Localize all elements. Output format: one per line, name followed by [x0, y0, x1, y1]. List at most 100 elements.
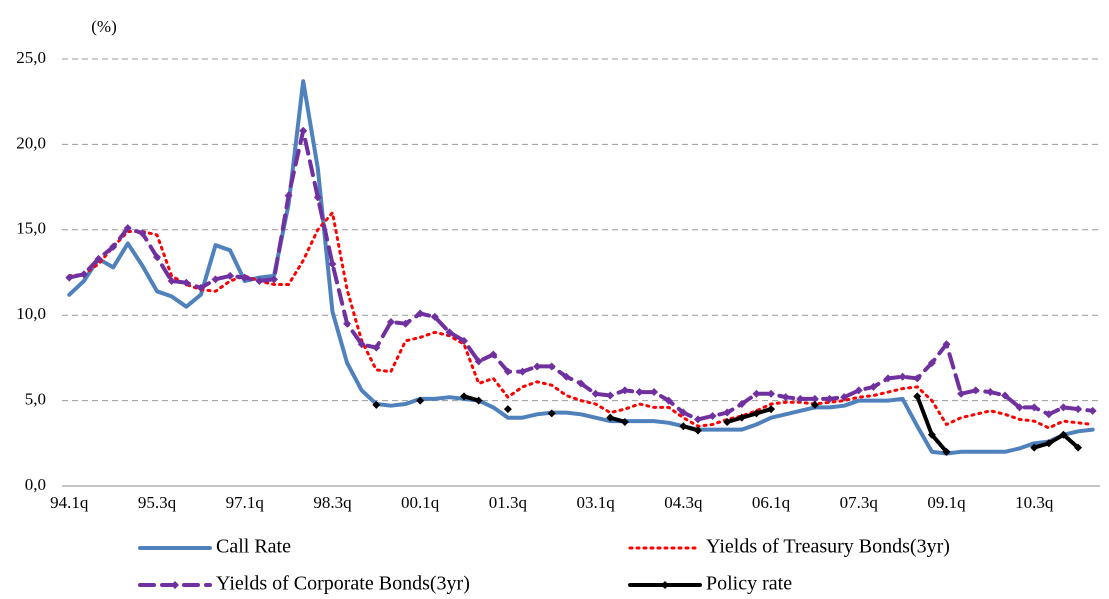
point-marker: [343, 319, 352, 328]
point-marker: [693, 426, 702, 435]
legend-marker: [661, 581, 669, 589]
point-marker: [416, 396, 425, 405]
point-marker: [401, 319, 410, 328]
point-marker: [606, 413, 615, 422]
point-marker: [211, 275, 220, 284]
x-tick-label: 07.3q: [840, 493, 879, 512]
point-marker: [357, 340, 366, 349]
y-tick-label: 0,0: [25, 475, 46, 494]
point-marker: [796, 394, 805, 403]
point-marker: [737, 400, 746, 409]
point-marker: [767, 405, 776, 414]
point-marker: [825, 394, 834, 403]
point-marker: [518, 367, 527, 376]
point-marker: [65, 273, 74, 282]
point-marker: [752, 409, 761, 418]
point-marker: [1030, 443, 1039, 452]
x-tick-label: 00.1q: [401, 493, 440, 512]
point-marker: [226, 271, 235, 280]
point-marker: [182, 278, 191, 287]
x-tick-label: 10.3q: [1015, 493, 1054, 512]
x-tick-label: 09.1q: [927, 493, 966, 512]
x-tick-label: 03.1q: [576, 493, 615, 512]
point-marker: [547, 362, 556, 371]
point-marker: [1015, 403, 1024, 412]
point-marker: [284, 191, 293, 200]
point-marker: [971, 386, 980, 395]
point-marker: [489, 350, 498, 359]
point-marker: [474, 396, 483, 405]
y-tick-label: 15,0: [16, 219, 46, 238]
point-marker: [679, 422, 688, 431]
point-marker: [1030, 403, 1039, 412]
point-marker: [313, 193, 322, 202]
legend-label: Policy rate: [706, 573, 792, 595]
point-marker: [474, 357, 483, 366]
y-tick-label: 25,0: [16, 48, 46, 67]
point-marker: [79, 270, 88, 279]
series-line: [67, 128, 1095, 422]
point-marker: [328, 259, 337, 268]
point-marker: [94, 254, 103, 263]
point-marker: [1044, 439, 1053, 448]
point-marker: [460, 336, 469, 345]
point-marker: [942, 447, 951, 456]
point-marker: [664, 396, 673, 405]
x-tick-label: 06.1q: [752, 493, 791, 512]
point-marker: [869, 382, 878, 391]
point-marker: [913, 392, 922, 401]
point-marker: [620, 386, 629, 395]
x-tick-label: 01.3q: [489, 493, 528, 512]
point-marker: [153, 253, 162, 262]
point-marker: [606, 391, 615, 400]
legend-label: Yields of Treasury Bonds(3yr): [706, 536, 950, 558]
point-marker: [416, 309, 425, 318]
x-tick-label: 94.1q: [50, 493, 89, 512]
point-marker: [737, 413, 746, 422]
legend-label: Yields of Corporate Bonds(3yr): [216, 573, 470, 595]
point-marker: [708, 411, 717, 420]
y-tick-label: 5,0: [25, 390, 46, 409]
point-marker: [109, 242, 118, 251]
point-marker: [138, 229, 147, 238]
point-marker: [547, 409, 556, 418]
point-marker: [591, 389, 600, 398]
y-tick-label: 20,0: [16, 133, 46, 152]
point-marker: [1074, 443, 1083, 452]
point-marker: [460, 392, 469, 401]
point-marker: [620, 417, 629, 426]
y-axis-label: (%): [91, 17, 116, 36]
point-marker: [898, 372, 907, 381]
point-marker: [913, 374, 922, 383]
point-marker: [562, 372, 571, 381]
point-marker: [635, 388, 644, 397]
x-tick-label: 95.3q: [138, 493, 177, 512]
point-marker: [503, 405, 512, 414]
legend-label: Call Rate: [216, 536, 291, 558]
y-tick-label: 10,0: [16, 304, 46, 323]
point-marker: [430, 312, 439, 321]
point-marker: [503, 367, 512, 376]
point-marker: [650, 388, 659, 397]
point-marker: [723, 408, 732, 417]
point-marker: [1059, 430, 1068, 439]
point-marker: [942, 340, 951, 349]
point-marker: [386, 318, 395, 327]
point-marker: [255, 277, 264, 286]
point-marker: [372, 400, 381, 409]
point-marker: [1000, 391, 1009, 400]
point-marker: [752, 389, 761, 398]
point-marker: [810, 400, 819, 409]
point-marker: [269, 275, 278, 284]
point-marker: [986, 388, 995, 397]
point-marker: [167, 277, 176, 286]
point-marker: [767, 389, 776, 398]
point-marker: [957, 389, 966, 398]
point-marker: [781, 393, 790, 402]
point-marker: [533, 362, 542, 371]
point-marker: [577, 379, 585, 388]
point-marker: [927, 359, 936, 368]
point-marker: [1044, 410, 1053, 419]
x-tick-label: 04.3q: [664, 493, 703, 512]
point-marker: [884, 374, 893, 383]
